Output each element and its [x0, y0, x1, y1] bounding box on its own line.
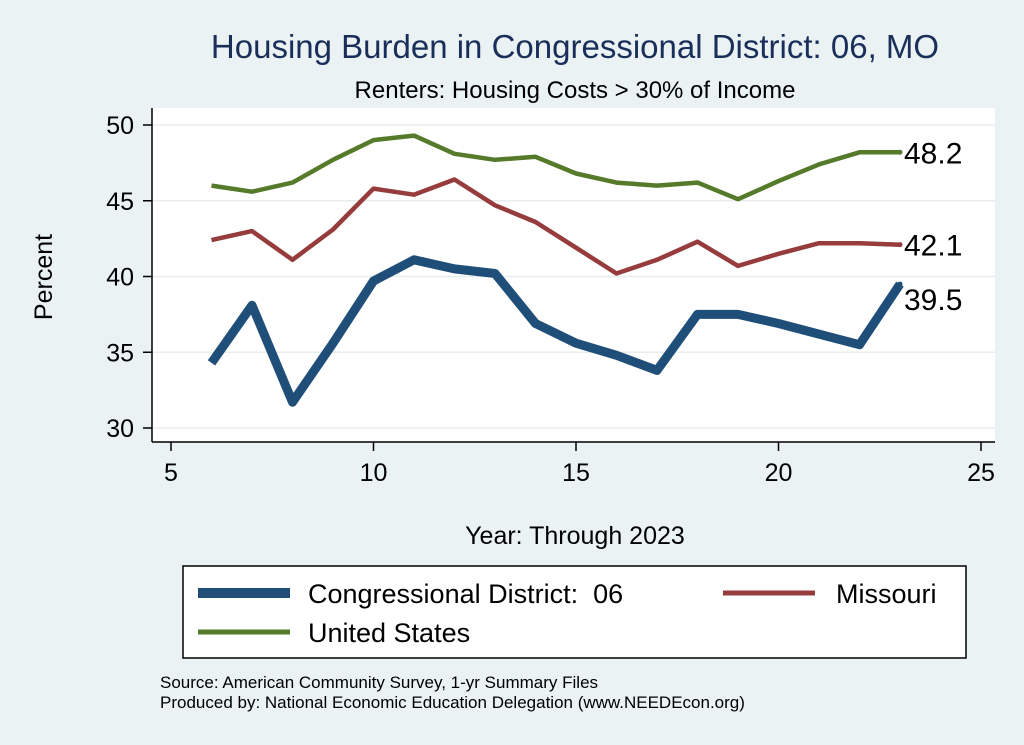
x-tick-label: 5 [164, 459, 178, 487]
chart-subtitle: Renters: Housing Costs > 30% of Income [355, 77, 796, 104]
legend-box [182, 565, 967, 659]
end-point-missouri [897, 242, 903, 248]
producer-note: Produced by: National Economic Education… [160, 693, 745, 712]
source-note: Source: American Community Survey, 1-yr … [160, 673, 598, 692]
gridlines [152, 124, 995, 429]
plot-area [152, 108, 995, 442]
x-tick-label: 15 [562, 459, 590, 487]
y-tick-label: 40 [106, 264, 134, 292]
end-value-label: 39.5 [904, 284, 962, 317]
series-line-congressional-district-06 [207, 255, 904, 407]
end-point-united-states [897, 149, 903, 155]
y-axis-label: Percent [30, 234, 58, 320]
y-tick-label: 50 [106, 112, 134, 140]
x-axis-label: Year: Through 2023 [465, 522, 685, 550]
y-tick-label: 30 [106, 415, 134, 443]
end-value-label: 42.1 [904, 230, 962, 263]
legend-label-us: United States [308, 618, 470, 648]
legend-label-missouri: Missouri [836, 579, 937, 609]
axes: 30 35 40 45 50 5 10 15 20 25 [106, 108, 995, 487]
end-point-congressional-district-06 [897, 281, 903, 287]
end-labels: 39.5 42.1 48.2 [897, 137, 962, 317]
series-line-united-states [211, 133, 900, 202]
x-tick-label: 25 [967, 459, 995, 487]
y-tick-label: 45 [106, 188, 134, 216]
series-line-missouri [211, 177, 901, 276]
end-value-label: 48.2 [904, 137, 962, 170]
x-tick-label: 20 [765, 459, 793, 487]
series-lines [207, 133, 904, 407]
x-tick-label: 10 [360, 459, 388, 487]
legend-label-district: Congressional District: 06 [308, 579, 623, 609]
y-tick-label: 35 [106, 339, 134, 367]
chart-title: Housing Burden in Congressional District… [211, 28, 939, 65]
